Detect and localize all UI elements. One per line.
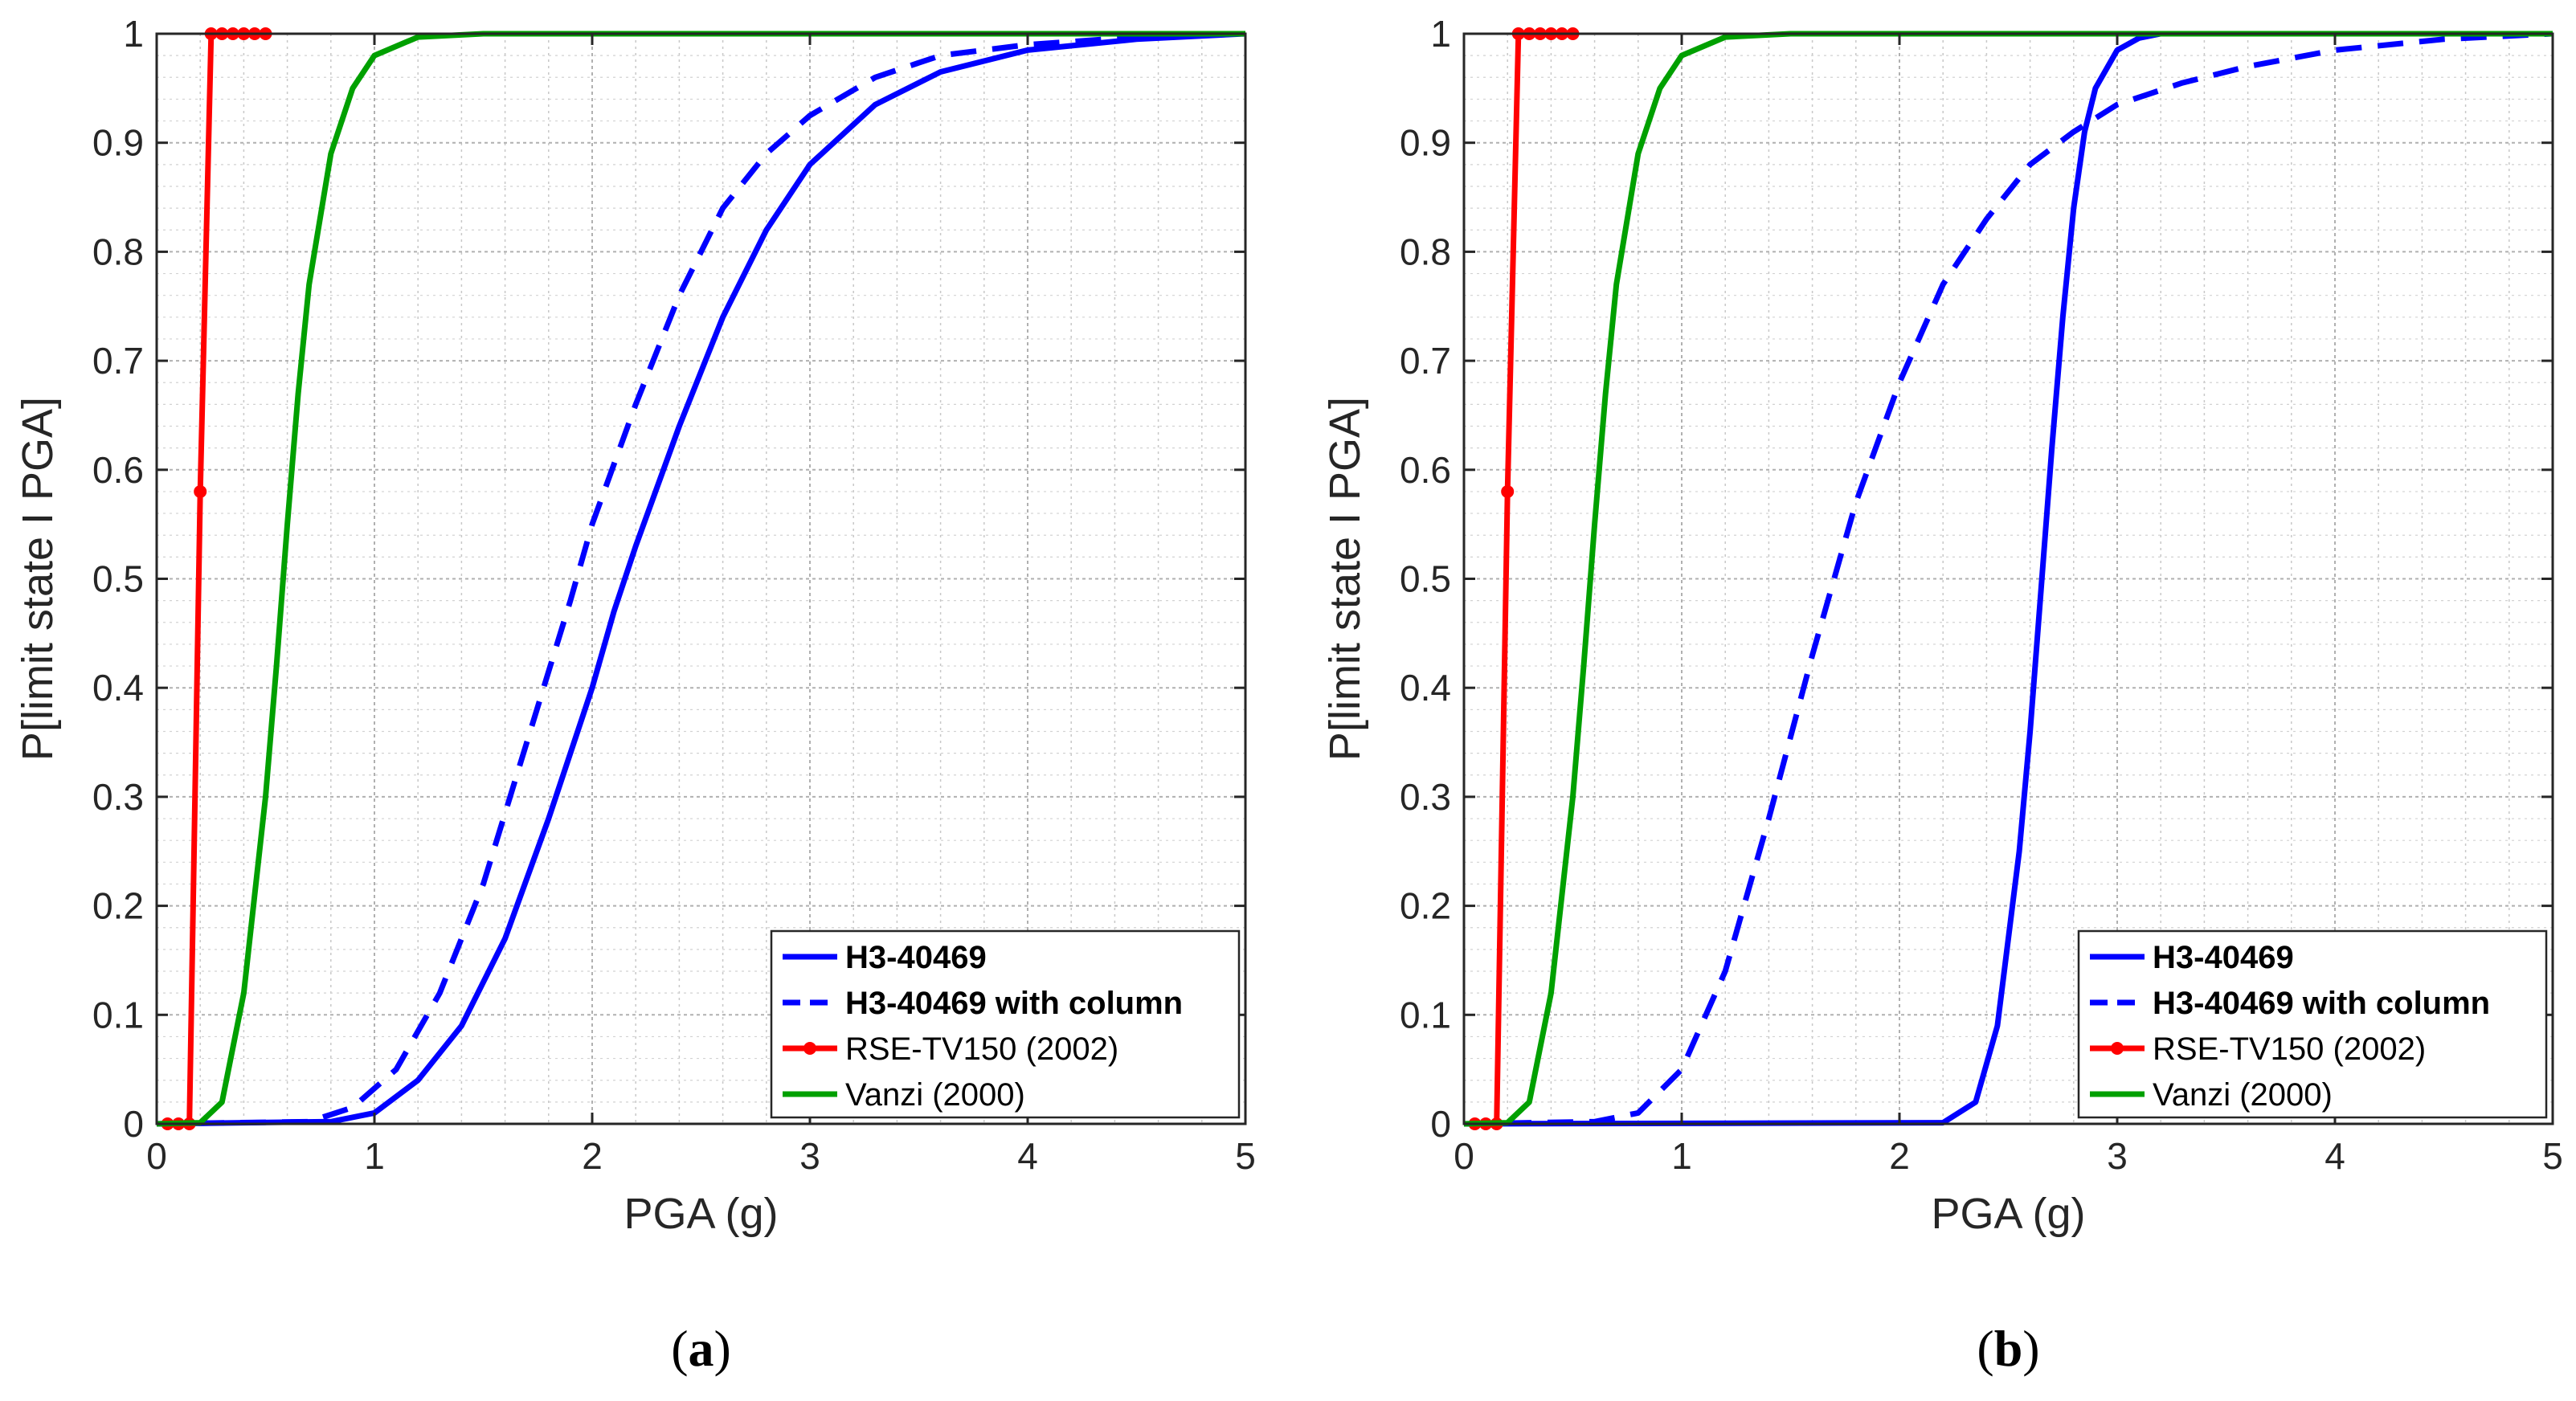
- series-line: [1463, 31, 2553, 1127]
- x-tick-label: 1: [364, 1135, 385, 1177]
- series-h3-40469: [1463, 31, 2553, 1127]
- y-axis-label: P[limit state I PGA]: [1321, 397, 1369, 761]
- y-tick-label: 0.1: [92, 994, 144, 1035]
- legend-label: Vanzi (2000): [845, 1077, 1025, 1113]
- y-tick-label: 0.9: [92, 122, 144, 164]
- series-vanzi-2000-: [1463, 31, 2553, 1127]
- y-tick-label: 0.2: [92, 885, 144, 927]
- y-tick-label: 0.7: [92, 340, 144, 382]
- panel-a: 0 1 2 3 4 5 0 0.1 0.2 0.3 0.4 0.5 0.6 0.7 0.8 0.9 1 PGA (…: [14, 13, 1256, 1377]
- series-line: [1463, 31, 2554, 1127]
- series-line: [1463, 31, 2553, 1127]
- series-h3-40469-with-column: [1463, 31, 2554, 1127]
- legend-box: [2077, 929, 2548, 1119]
- legend-marker: [803, 1042, 816, 1055]
- y-tick-label: 0.5: [92, 558, 144, 600]
- y-tick-label: 0.5: [1400, 558, 1451, 600]
- x-axis-label: PGA (g): [624, 1190, 778, 1238]
- y-tick-label: 0.2: [1400, 885, 1451, 927]
- y-tick-label: 0.6: [92, 449, 144, 491]
- legend-label: H3-40469: [845, 940, 987, 975]
- x-tick-label: 1: [1671, 1135, 1692, 1177]
- series-h3-40469: [156, 31, 1246, 1127]
- x-tick-label: 2: [1889, 1135, 1910, 1177]
- data-point: [194, 484, 207, 498]
- legend-label: RSE-TV150 (2002): [845, 1031, 1118, 1067]
- y-tick-label: 0.6: [1400, 449, 1451, 491]
- legend-box: [770, 929, 1241, 1119]
- series-vanzi-2000-: [156, 31, 1245, 1127]
- x-tick-label: 3: [2107, 1135, 2128, 1177]
- y-tick-label: 0.9: [1400, 122, 1451, 164]
- y-tick-label: 1: [1430, 13, 1451, 55]
- data-point: [1501, 484, 1515, 498]
- legend-label: RSE-TV150 (2002): [2153, 1031, 2426, 1067]
- legend-marker: [2111, 1042, 2124, 1055]
- legend-label: H3-40469 with column: [2153, 986, 2490, 1021]
- legend: H3-40469 H3-40469 with column RSE-TV150 (2…: [770, 929, 1241, 1119]
- y-tick-label: 0.3: [1400, 776, 1451, 818]
- series-line: [156, 31, 1246, 1127]
- series-line: [156, 31, 1246, 1127]
- y-tick-label: 1: [123, 13, 144, 55]
- x-tick-label: 4: [1017, 1135, 1038, 1177]
- x-tick-label: 2: [582, 1135, 603, 1177]
- y-tick-label: 0: [1430, 1103, 1451, 1145]
- y-tick-label: 0.3: [92, 776, 144, 818]
- series-h3-40469-with-column: [156, 31, 1246, 1127]
- x-tick-label: 0: [146, 1135, 167, 1177]
- y-tick-label: 0.7: [1400, 340, 1451, 382]
- y-tick-label: 0.4: [92, 667, 144, 709]
- legend-label: Vanzi (2000): [2153, 1077, 2333, 1113]
- panel-caption: (b): [1977, 1320, 2039, 1377]
- y-axis-label: P[limit state I PGA]: [14, 397, 62, 761]
- x-tick-label: 5: [2542, 1135, 2563, 1177]
- x-tick-label: 3: [799, 1135, 820, 1177]
- x-axis-label: PGA (g): [1931, 1190, 2085, 1238]
- y-tick-label: 0.8: [92, 231, 144, 272]
- x-tick-label: 5: [1235, 1135, 1256, 1177]
- y-tick-label: 0.8: [1400, 231, 1451, 272]
- x-tick-label: 0: [1454, 1135, 1474, 1177]
- x-tick-label: 4: [2325, 1135, 2345, 1177]
- y-tick-label: 0.1: [1400, 994, 1451, 1035]
- panel-caption: (a): [671, 1320, 731, 1377]
- y-tick-label: 0: [123, 1103, 144, 1145]
- panel-b: 0 1 2 3 4 5 0 0.1 0.2 0.3 0.4 0.5 0.6 0.7 0.8 0.9 1 PGA (…: [1321, 13, 2563, 1377]
- legend-label: H3-40469 with column: [845, 986, 1183, 1021]
- series-line: [156, 31, 1245, 1127]
- y-tick-label: 0.4: [1400, 667, 1451, 709]
- legend: H3-40469 H3-40469 with column RSE-TV150 (2…: [2077, 929, 2548, 1119]
- legend-label: H3-40469: [2153, 940, 2294, 975]
